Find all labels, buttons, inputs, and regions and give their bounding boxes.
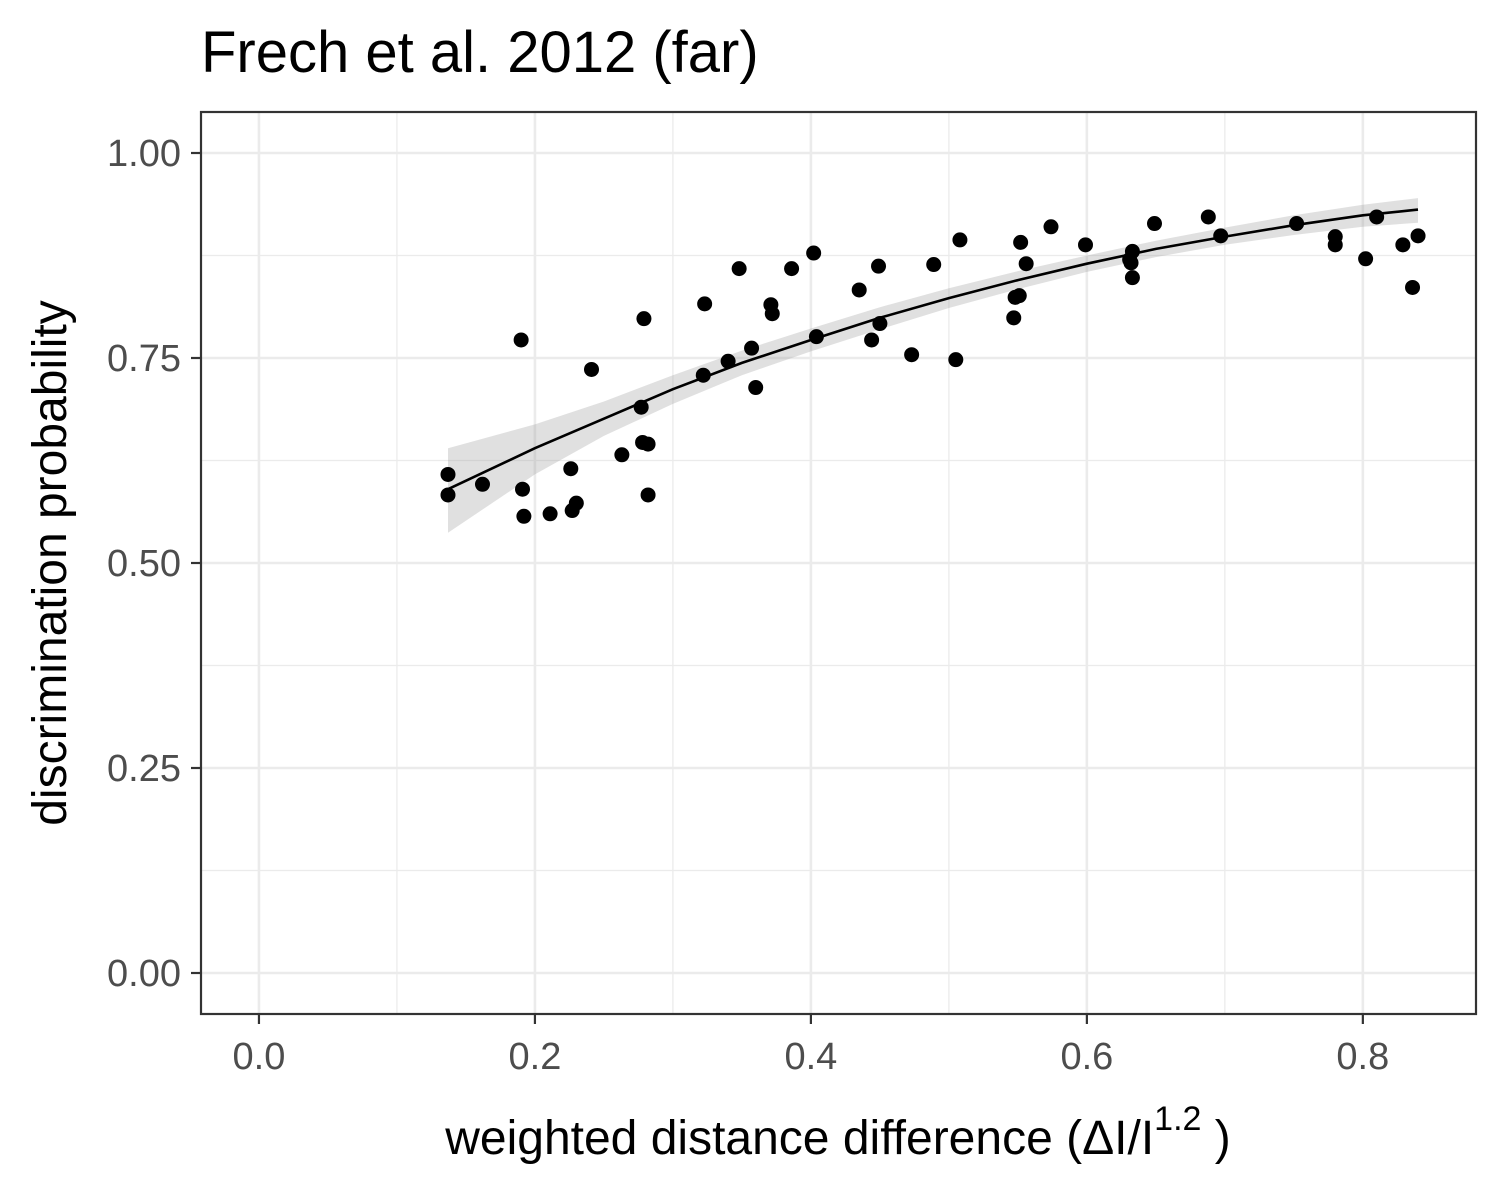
data-point — [952, 232, 968, 248]
data-point — [1358, 251, 1374, 267]
data-point — [851, 282, 867, 298]
data-point — [748, 380, 764, 396]
data-point — [614, 447, 630, 463]
data-point — [563, 461, 579, 477]
data-point — [474, 476, 490, 492]
y-axis-title: discrimination probability — [24, 300, 77, 826]
y-tick-label: 1.00 — [107, 133, 181, 175]
data-point — [744, 340, 760, 356]
data-point — [1124, 243, 1140, 259]
chart-title: Frech et al. 2012 (far) — [201, 20, 759, 85]
x-axis-title-closing: ) — [1201, 1112, 1230, 1165]
x-tick-label: 0.2 — [509, 1036, 562, 1078]
data-point — [1395, 237, 1411, 253]
data-point — [926, 257, 942, 273]
data-point — [542, 506, 558, 522]
confidence-band — [448, 198, 1418, 533]
data-point — [731, 261, 747, 277]
data-point — [1213, 228, 1229, 244]
data-point — [1369, 209, 1385, 225]
data-point — [904, 347, 920, 363]
data-point — [636, 311, 652, 327]
data-point — [640, 487, 656, 503]
data-point — [1011, 288, 1027, 304]
y-tick-label: 0.75 — [107, 338, 181, 380]
y-tick-label: 0.00 — [107, 953, 181, 995]
x-axis-title-main: weighted distance difference (ΔI/I — [444, 1112, 1154, 1165]
data-point — [720, 353, 736, 369]
x-axis-title-superscript: 1.2 — [1154, 1100, 1201, 1138]
x-tick-label: 0.4 — [784, 1036, 837, 1078]
data-point — [440, 466, 456, 482]
data-point — [697, 296, 713, 312]
x-axis-title: weighted distance difference (ΔI/I1.2 ) — [444, 1100, 1231, 1165]
data-point — [695, 367, 711, 383]
data-point — [633, 399, 649, 415]
data-point — [948, 352, 964, 368]
x-tick-label: 0.8 — [1336, 1036, 1389, 1078]
data-point — [1289, 216, 1305, 232]
gridlines — [201, 112, 1476, 1014]
data-points — [440, 209, 1426, 524]
data-point — [1405, 279, 1421, 295]
data-point — [764, 306, 780, 322]
data-point — [640, 436, 656, 452]
data-point — [1006, 310, 1022, 326]
x-tick-label: 0.0 — [233, 1036, 286, 1078]
data-point — [1124, 270, 1140, 286]
x-tick-label: 0.6 — [1060, 1036, 1113, 1078]
data-point — [864, 332, 880, 348]
x-axis: 0.0 0.2 0.4 0.6 0.8 — [233, 1014, 1389, 1078]
data-point — [568, 495, 584, 511]
data-point — [808, 329, 824, 345]
data-point — [584, 361, 600, 377]
data-point — [871, 258, 887, 274]
data-point — [516, 508, 532, 524]
data-point — [1327, 237, 1343, 253]
y-tick-label: 0.50 — [107, 543, 181, 585]
data-point — [806, 245, 822, 261]
data-point — [515, 481, 531, 497]
data-point — [1013, 234, 1029, 250]
data-point — [440, 487, 456, 503]
data-point — [784, 261, 800, 277]
data-point — [872, 316, 888, 332]
fit-line — [447, 208, 1419, 491]
data-point — [1146, 216, 1162, 232]
data-point — [1077, 237, 1093, 253]
data-point — [1043, 219, 1059, 235]
data-point — [1410, 228, 1426, 244]
y-axis: 0.00 0.25 0.50 0.75 1.00 — [107, 133, 201, 995]
data-point — [513, 332, 529, 348]
y-tick-label: 0.25 — [107, 748, 181, 790]
data-point — [1018, 256, 1034, 272]
data-point — [1200, 209, 1216, 225]
data-point — [1123, 255, 1139, 271]
